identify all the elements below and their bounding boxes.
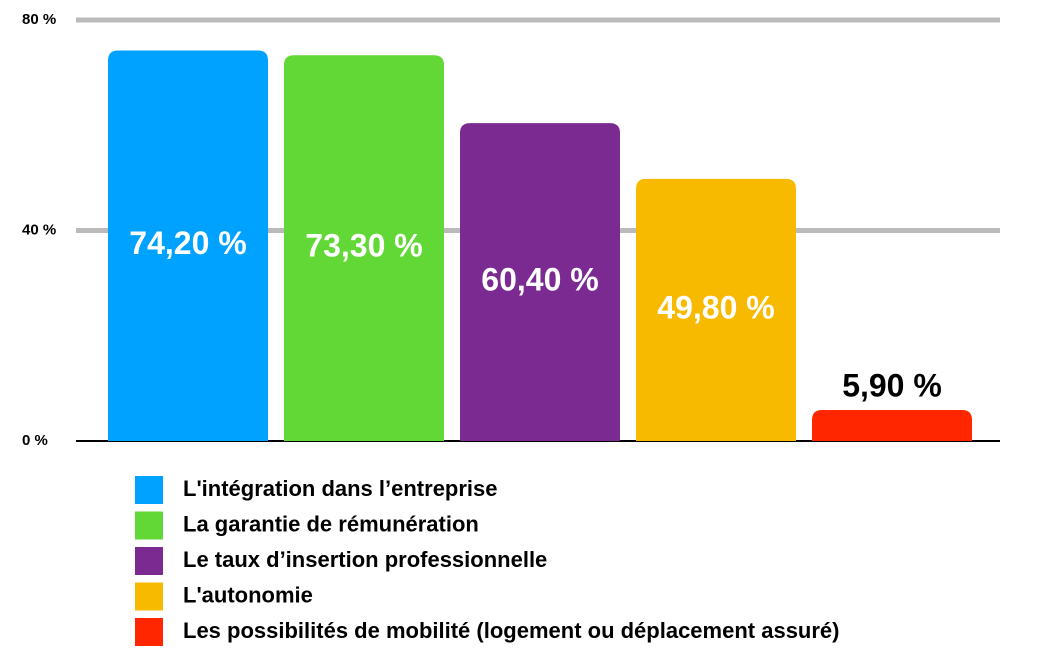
legend-label: Le taux d’insertion professionnelle bbox=[183, 547, 547, 572]
bar bbox=[108, 50, 268, 442]
value-label: 73,30 % bbox=[305, 228, 422, 264]
value-label: 60,40 % bbox=[481, 262, 598, 298]
legend-label: La garantie de rémunération bbox=[183, 511, 479, 536]
legend-swatch bbox=[135, 476, 163, 504]
legend-label: Les possibilités de mobilité (logement o… bbox=[183, 618, 840, 643]
y-tick-label: 0 % bbox=[22, 432, 48, 449]
value-label: 74,20 % bbox=[129, 225, 246, 261]
bar bbox=[460, 123, 620, 442]
legend-swatch bbox=[135, 511, 163, 540]
bar bbox=[812, 409, 972, 441]
legend-swatch bbox=[135, 618, 163, 646]
bar bbox=[636, 178, 796, 442]
bar bbox=[284, 55, 444, 441]
value-label: 5,90 % bbox=[842, 367, 942, 403]
legend-swatch bbox=[135, 582, 163, 611]
y-tick-label: 80 % bbox=[22, 11, 56, 28]
legend-swatch bbox=[135, 547, 163, 575]
y-tick-label: 40 % bbox=[22, 221, 56, 238]
value-label: 49,80 % bbox=[657, 289, 774, 325]
legend-label: L'intégration dans l’entreprise bbox=[183, 476, 498, 501]
legend-label: L'autonomie bbox=[183, 582, 313, 607]
